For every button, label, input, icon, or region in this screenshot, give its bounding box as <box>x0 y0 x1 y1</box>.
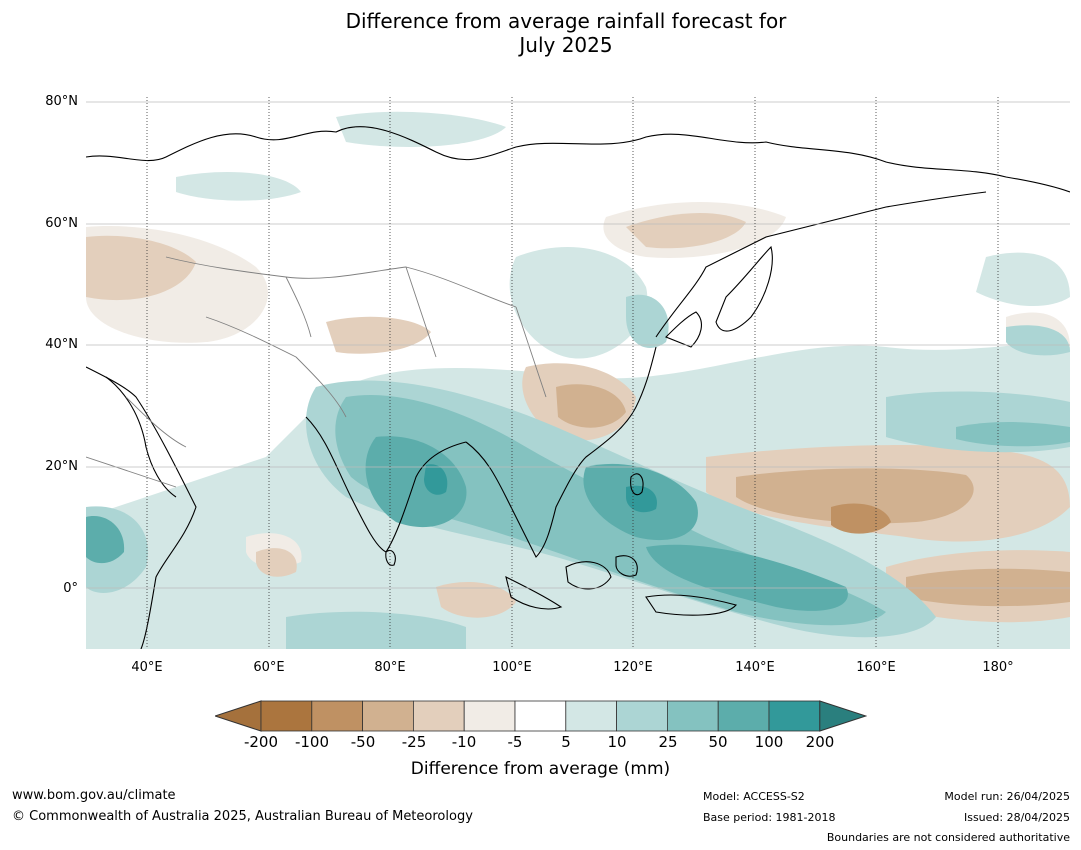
map-title: Difference from average rainfall forecas… <box>0 9 1081 57</box>
lon-label-40e: 40°E <box>131 660 163 675</box>
colorbar <box>215 700 867 732</box>
colorbar-arrow-high <box>819 700 867 732</box>
lat-label-40n: 40°N <box>45 337 78 352</box>
rainfall-anomaly-map <box>86 97 1070 649</box>
lat-label-0: 0° <box>63 581 78 596</box>
colorbar-tick: 50 <box>708 733 728 751</box>
website-text: www.bom.gov.au/climate <box>12 788 176 803</box>
coastlines <box>86 126 1070 649</box>
lon-label-140e: 140°E <box>735 660 775 675</box>
issued-text: Issued: 28/04/2025 <box>963 811 1070 824</box>
lat-label-80n: 80°N <box>45 94 78 109</box>
colorbar-tick: -200 <box>243 733 279 751</box>
lon-label-80e: 80°E <box>374 660 406 675</box>
colorbar-tick: 25 <box>658 733 678 751</box>
copyright-text: © Commonwealth of Australia 2025, Austra… <box>12 809 473 824</box>
colorbar-tick: 5 <box>561 733 571 751</box>
colorbar-cell <box>565 700 617 732</box>
model-text: Model: ACCESS-S2 <box>703 790 805 803</box>
title-line-2: July 2025 <box>519 33 613 57</box>
colorbar-tick: -100 <box>294 733 330 751</box>
colorbar-cell <box>666 700 719 732</box>
lon-label-60e: 60°E <box>253 660 285 675</box>
colorbar-cell <box>412 700 465 732</box>
lat-label-60n: 60°N <box>45 216 78 231</box>
colorbar-tick: -25 <box>401 733 427 751</box>
lon-label-120e: 120°E <box>613 660 653 675</box>
colorbar-cell <box>717 700 770 732</box>
model-run-text: Model run: 26/04/2025 <box>944 790 1070 803</box>
lon-label-180: 180° <box>982 660 1014 675</box>
colorbar-cell <box>514 700 567 732</box>
colorbar-cell <box>616 700 668 732</box>
colorbar-tick: -50 <box>350 733 376 751</box>
colorbar-arrow-low <box>215 700 262 732</box>
lon-label-100e: 100°E <box>492 660 532 675</box>
colorbar-tick: 10 <box>607 733 627 751</box>
graticule <box>86 101 1070 589</box>
colorbar-title: Difference from average (mm) <box>410 759 671 779</box>
lat-label-20n: 20°N <box>45 459 78 474</box>
colorbar-tick: -5 <box>507 733 523 751</box>
colorbar-tick: 100 <box>754 733 784 751</box>
title-line-1: Difference from average rainfall forecas… <box>345 9 787 33</box>
colorbar-cell <box>260 700 313 732</box>
lon-label-160e: 160°E <box>856 660 896 675</box>
colorbar-tick: 200 <box>805 733 835 751</box>
anomaly-dry-strong <box>556 384 1070 607</box>
colorbar-cell <box>768 700 821 732</box>
meridians <box>146 97 999 649</box>
colorbar-cell <box>362 700 414 732</box>
country-borders <box>86 256 547 488</box>
colorbar-cell <box>463 700 516 732</box>
disclaimer-text: Boundaries are not considered authoritat… <box>826 831 1070 844</box>
colorbar-cell <box>311 700 364 732</box>
base-period-text: Base period: 1981-2018 <box>703 811 836 824</box>
colorbar-tick: -10 <box>451 733 477 751</box>
